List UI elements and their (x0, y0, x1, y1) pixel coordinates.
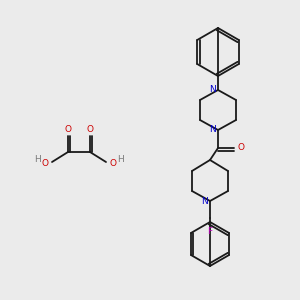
Text: H: H (34, 155, 41, 164)
Text: F: F (207, 227, 213, 236)
Text: O: O (238, 143, 245, 152)
Text: N: N (209, 125, 216, 134)
Text: O: O (86, 125, 94, 134)
Text: N: N (201, 196, 208, 206)
Text: H: H (117, 155, 124, 164)
Text: O: O (64, 125, 71, 134)
Text: O: O (109, 158, 116, 167)
Text: N: N (209, 85, 216, 94)
Text: O: O (42, 158, 49, 167)
